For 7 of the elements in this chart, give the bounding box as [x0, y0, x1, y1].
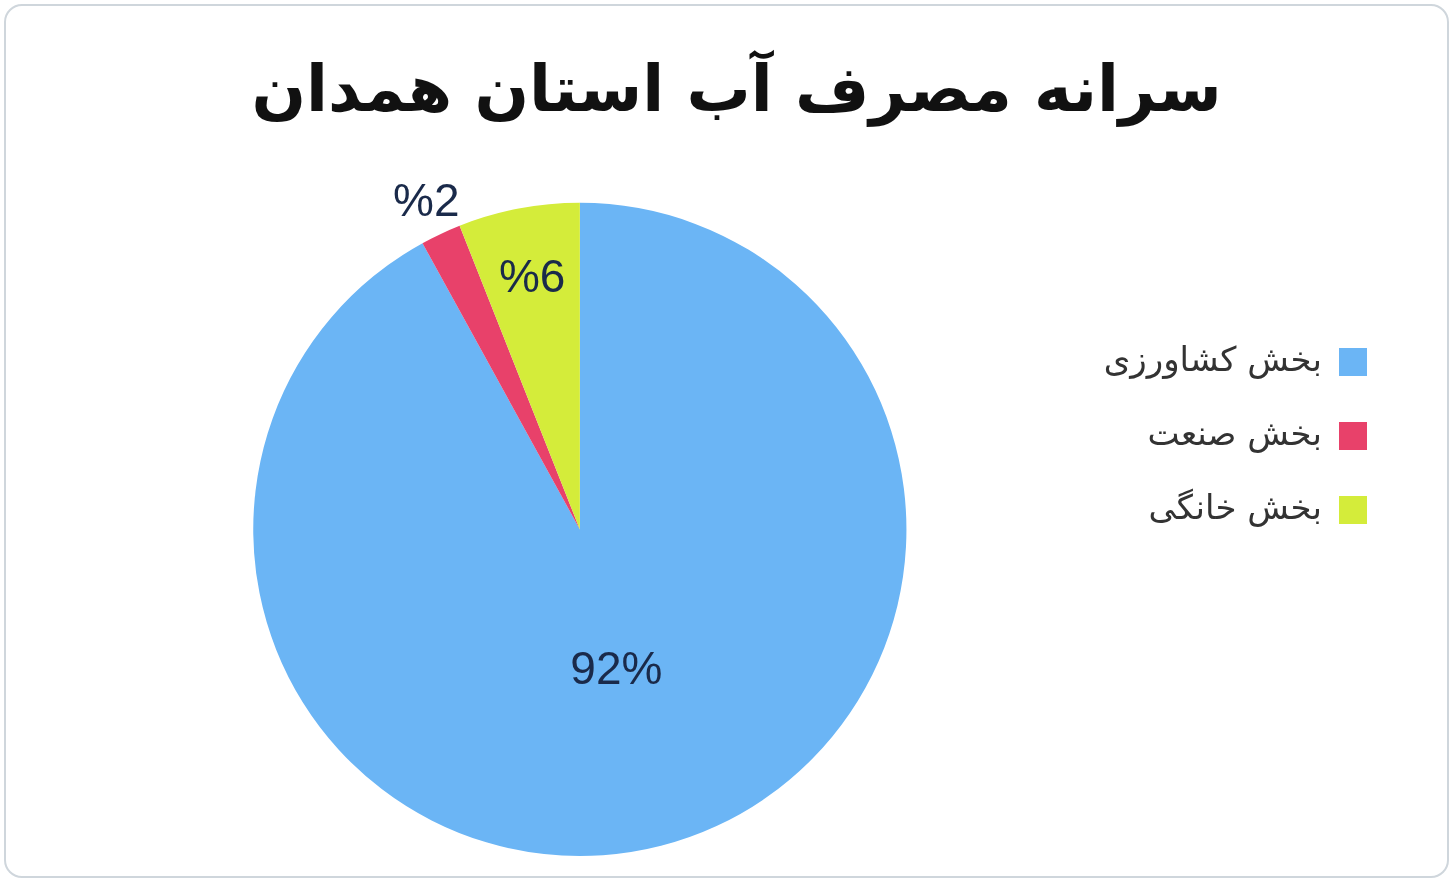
legend-label: بخش خانگی: [1148, 486, 1322, 527]
data-label: %2: [393, 173, 460, 226]
legend-label: بخش صنعت: [1147, 412, 1322, 453]
data-label: 92%: [570, 642, 663, 695]
legend-label: بخش کشاورزی: [1103, 338, 1322, 380]
chart-title: سرانه مصرف آب استان همدان: [251, 49, 1222, 128]
data-label: %6: [498, 249, 566, 302]
